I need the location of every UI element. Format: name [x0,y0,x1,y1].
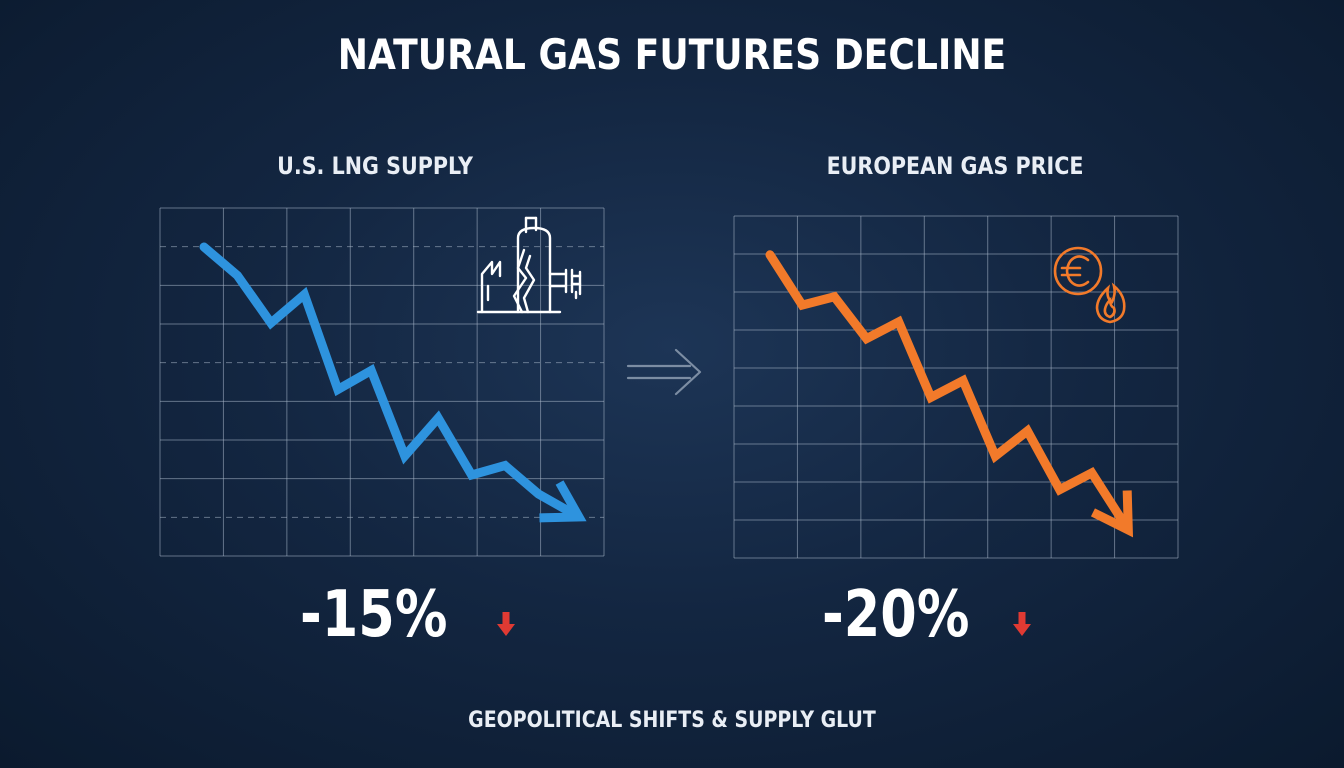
series-end-arrowhead [1090,490,1134,538]
right-down-arrow-icon [1013,612,1031,636]
right-chart-title: EUROPEAN GAS PRICE [826,152,1084,180]
left-change-value: -15% [300,578,448,652]
right-change-value: -20% [822,578,970,652]
right-chart-grid [733,215,1179,559]
page-title: NATURAL GAS FUTURES DECLINE [337,30,1007,79]
footer-caption: GEOPOLITICAL SHIFTS & SUPPLY GLUT [468,708,876,733]
double-arrow-icon [626,348,702,396]
euro-flame-icon [1053,246,1126,324]
right-series [765,250,1134,538]
left-chart-grid [159,207,605,557]
lng-plant-icon [476,216,582,314]
series-line [765,250,1129,528]
series-line [199,242,577,518]
left-down-arrow-icon [497,612,515,636]
series-end-arrowhead [539,480,587,523]
left-chart-title: U.S. LNG SUPPLY [277,152,473,180]
left-series [199,242,587,523]
